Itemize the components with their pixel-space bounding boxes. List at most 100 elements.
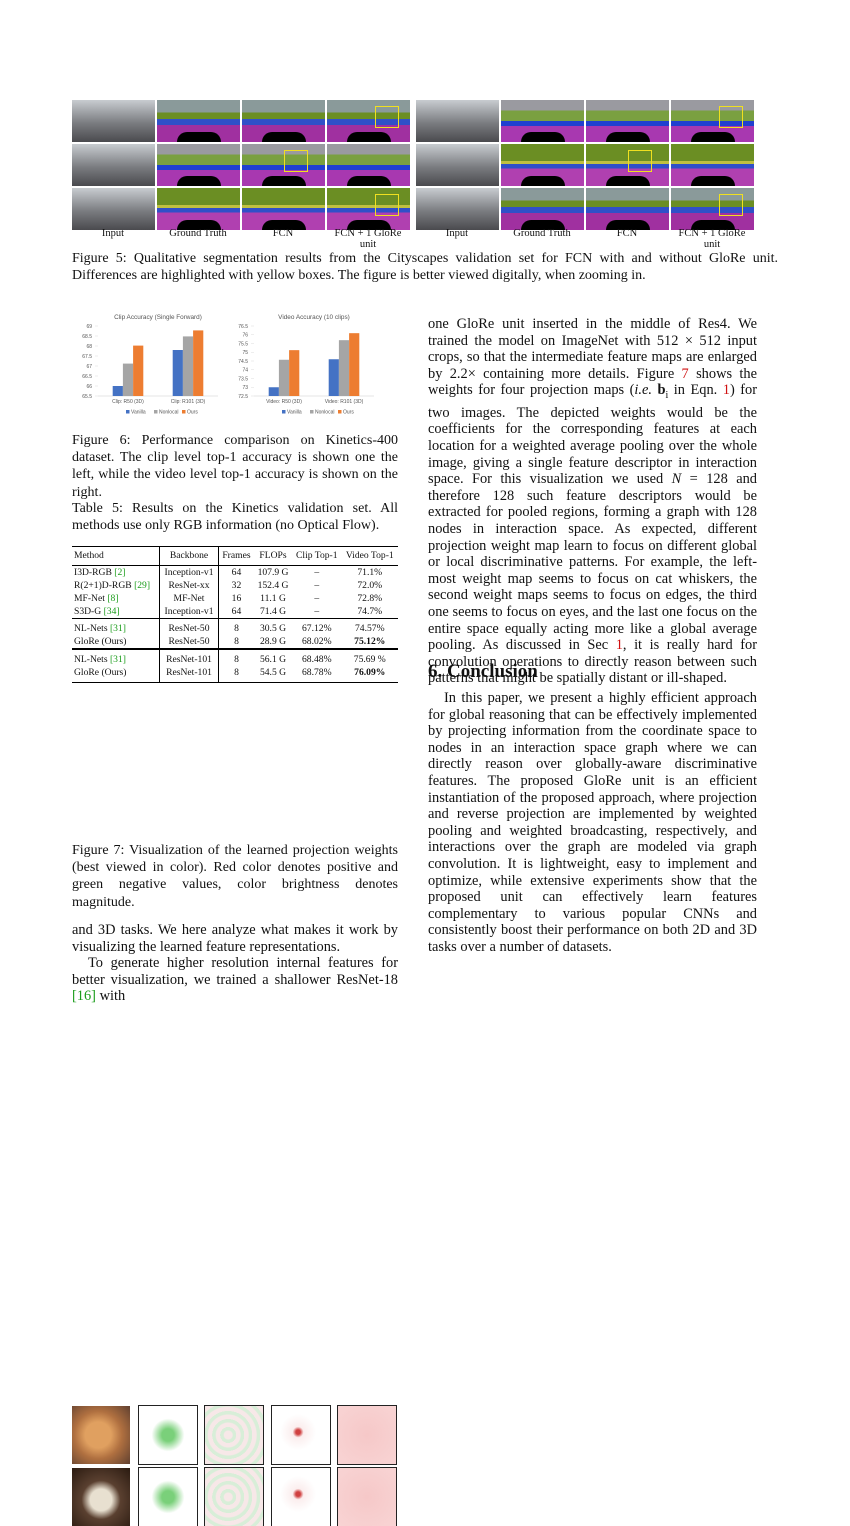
weight-map [137, 1467, 198, 1526]
table-cell: – [314, 580, 320, 591]
car-hood [177, 132, 221, 142]
table-row: I3D-RGB [2] Inception-v1 64 107.9 G –71.1% [72, 565, 398, 579]
segmentation-map [327, 188, 410, 230]
car-hood [262, 176, 306, 186]
table-cell: ResNet-101 [159, 666, 219, 683]
segmentation-map [501, 144, 584, 186]
car-hood [521, 176, 565, 186]
citation: [31] [109, 654, 126, 665]
photo [72, 1406, 130, 1464]
bar [193, 330, 204, 396]
method: NL-Nets [74, 654, 108, 665]
citation: [29] [134, 580, 151, 591]
table-cell: 75.69 % [341, 648, 398, 666]
table-cell: – [314, 567, 320, 578]
method-cell: GloRe (Ours) [72, 666, 161, 683]
table-cell: 8 [234, 636, 239, 647]
header-row: Method Backbone Frames FLOPs Clip Top-1 Video… [72, 546, 398, 566]
y-tick-label: 66 [86, 384, 92, 390]
legend-label: Nonlocal [159, 410, 178, 416]
table-cell: ResNet-50 [159, 618, 219, 635]
photo [416, 144, 499, 186]
table-5: Method Backbone Frames FLOPs Clip Top-1 Video… [72, 546, 398, 683]
weight-map [337, 1405, 397, 1465]
weight-map [337, 1467, 397, 1526]
text-run: one GloRe unit inserted in the middle of… [428, 316, 757, 382]
table-cell: 8 [218, 648, 255, 666]
segmentation-map [671, 144, 754, 186]
text-run: and 3D tasks. We here analyze what makes… [72, 922, 398, 955]
table-cell: 75.12% [354, 636, 386, 647]
table-cell: ResNet-101 [159, 648, 219, 666]
segmentation-map [671, 100, 754, 142]
method: NL-Nets [74, 623, 108, 634]
table-row: MF-Net [8] MF-Net 16 11.1 G –72.8% [72, 592, 398, 605]
table-cell: 8 [218, 618, 255, 635]
car-hood [606, 176, 650, 186]
table-row: GloRe (Ours) ResNet-50 8 28.9 G 68.02% 75.12% [72, 635, 398, 649]
paragraph: and 3D tasks. We here analyze what makes… [72, 922, 398, 955]
column-label: FCN [272, 228, 294, 239]
table-cell: 68.78% [292, 666, 342, 683]
bar [172, 350, 183, 396]
table-cell: 152.4 G [257, 580, 289, 591]
figure-5-caption: Figure 5: Qualitative segmentation resul… [72, 251, 778, 284]
citation: [34] [103, 606, 120, 617]
styled-text: b [657, 382, 666, 399]
text-run: ) for two images. The depicted weights w… [428, 382, 757, 488]
segmentation-map [586, 144, 669, 186]
header-cell: Video Top-1 [341, 546, 398, 566]
text-run: with [95, 988, 126, 1005]
car-hood [177, 220, 221, 230]
x-tick-label: Video: R50 (3D) [266, 399, 302, 405]
y-tick-label: 67.5 [82, 354, 92, 360]
x-tick-label: Clip: R50 (3D) [112, 399, 144, 405]
table-cell: 72.0% [357, 580, 383, 591]
weight-map [204, 1467, 264, 1526]
table-cell: 8 [218, 666, 255, 683]
chart-title: Video Accuracy (10 clips) [278, 314, 350, 321]
segmentation-map [501, 100, 584, 142]
segmentation-map [157, 144, 240, 186]
highlight-box [375, 106, 399, 128]
table-cell: 64 [231, 567, 242, 578]
text-run: In this paper, we present a highly effic… [428, 690, 757, 955]
y-tick-label: 69 [86, 324, 92, 330]
car-hood [177, 176, 221, 186]
right-text: one GloRe unit inserted in the middle of… [428, 316, 757, 687]
car-hood [606, 132, 650, 142]
legend-label: Vanilla [131, 410, 146, 416]
table-cell: Inception-v1 [159, 565, 219, 579]
text-run: shows the weights for four projection ma… [428, 365, 757, 399]
table-cell: – [314, 606, 320, 617]
table-cell: 16 [231, 593, 242, 604]
table-cell: 71.4 G [259, 606, 287, 617]
method-cell: S3D-G [34] [72, 605, 161, 619]
column-label: Input [101, 228, 125, 239]
x-tick-label: Video: R101 (3D) [325, 399, 364, 405]
table-cell: 28.9 G [259, 636, 287, 647]
car-hood [347, 132, 391, 142]
paragraph: In this paper, we present a highly effic… [428, 690, 757, 956]
citation: [31] [109, 623, 126, 634]
y-tick-label: 66.5 [82, 374, 92, 380]
chart-video: Video Accuracy (10 clips) 72.5 73 73.5 74 74.… [238, 314, 374, 416]
car-hood [691, 220, 735, 230]
header-cell: Clip Top-1 [292, 546, 342, 566]
y-tick-label: 72.5 [238, 394, 248, 400]
highlight-box [375, 194, 399, 216]
table: Method Backbone Frames FLOPs Clip Top-1 Video… [72, 546, 398, 683]
segmentation-map [586, 188, 669, 230]
method: MF-Net [74, 593, 105, 604]
bar [349, 333, 360, 396]
table-cell: 68.02% [301, 636, 332, 647]
legend-label: Nonlocal [315, 410, 334, 416]
y-tick-label: 76.5 [238, 324, 248, 330]
table-group: I3D-RGB [2] Inception-v1 64 107.9 G –71.1% R(… [72, 565, 398, 619]
citation: 1 [615, 637, 623, 654]
legend-swatch [310, 410, 314, 414]
column-label: Input [445, 228, 469, 239]
table-cell: 74.57% [341, 618, 398, 635]
photo [416, 188, 499, 230]
table-cell: 67.12% [292, 618, 342, 635]
